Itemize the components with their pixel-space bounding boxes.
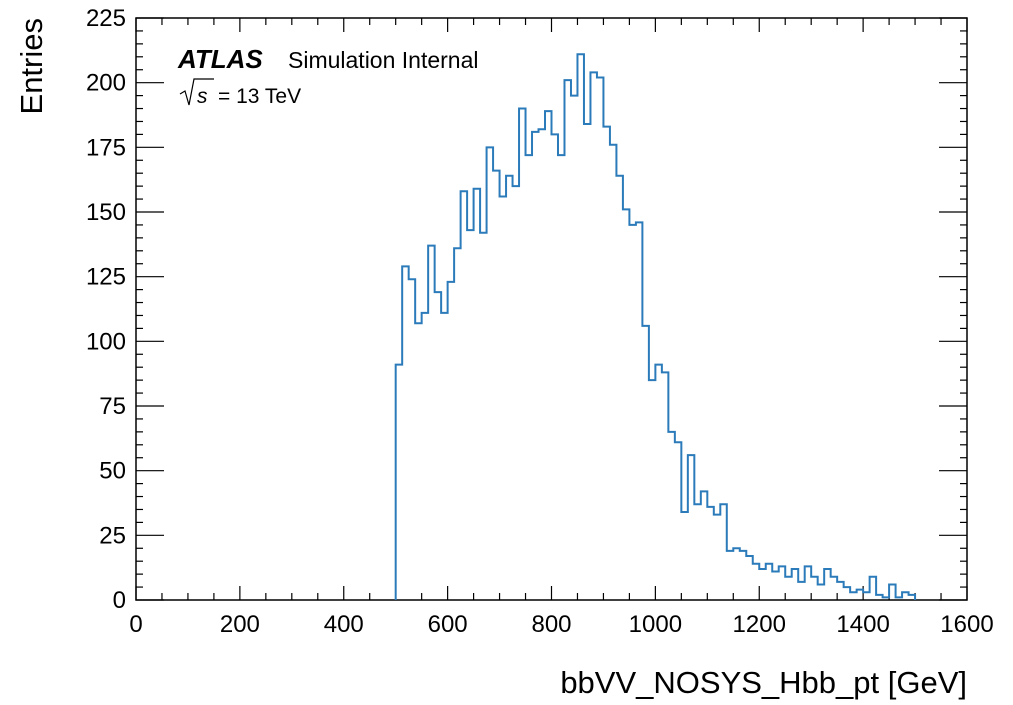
x-tick-label: 600 — [428, 611, 468, 638]
energy-value: = 13 TeV — [218, 85, 301, 108]
energy-label: s = 13 TeV — [179, 78, 301, 108]
x-tick-label: 1000 — [629, 611, 682, 638]
y-tick-label: 150 — [86, 199, 126, 226]
atlas-label: ATLAS — [177, 44, 263, 74]
axis-ticks — [135, 17, 968, 601]
y-tick-label: 0 — [113, 587, 126, 614]
y-tick-label: 100 — [86, 328, 126, 355]
y-tick-label: 25 — [99, 522, 126, 549]
y-tick-label: 75 — [99, 393, 126, 420]
x-tick-label: 200 — [220, 611, 260, 638]
x-axis-title: bbVV_NOSYS_Hbb_pt [GeV] — [560, 665, 967, 700]
histogram-line — [394, 53, 917, 600]
y-tick-label: 50 — [99, 458, 126, 485]
y-axis-title: Entries — [14, 18, 49, 114]
sqrt-sign — [179, 78, 214, 106]
x-tick-label: 800 — [531, 611, 571, 638]
y-tick-label: 225 — [86, 5, 126, 32]
x-tick-label: 1600 — [940, 611, 993, 638]
simulation-status: Simulation Internal — [288, 47, 479, 73]
x-tick-label: 1200 — [733, 611, 786, 638]
tick-labels: 0 200 400 600 800 1000 1200 1400 1600 0 25 50 75 100 1… — [86, 5, 994, 638]
x-tick-label: 1400 — [836, 611, 889, 638]
y-tick-label: 200 — [86, 70, 126, 97]
sqrt-variable: s — [197, 85, 208, 108]
x-tick-label: 400 — [324, 611, 364, 638]
x-tick-label: 0 — [129, 611, 142, 638]
y-tick-label: 125 — [86, 264, 126, 291]
y-tick-label: 175 — [86, 134, 126, 161]
